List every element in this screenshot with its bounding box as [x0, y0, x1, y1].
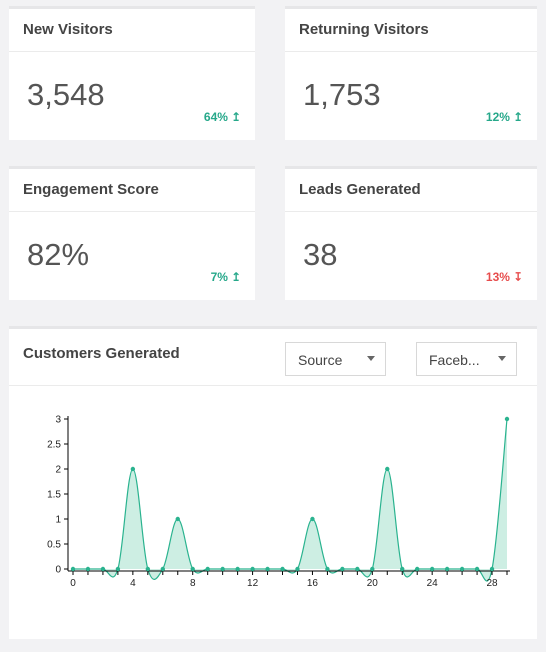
- data-point: [280, 566, 285, 572]
- data-point: [310, 516, 315, 522]
- data-point: [295, 566, 300, 572]
- source-select-value: Source: [298, 352, 343, 368]
- data-point: [400, 566, 405, 572]
- data-point: [415, 566, 420, 572]
- card-title: Leads Generated: [285, 169, 537, 212]
- change-value: 13%: [485, 270, 510, 284]
- caret-down-icon: [498, 356, 506, 361]
- data-point: [115, 566, 121, 572]
- x-tick-label: 28: [486, 578, 498, 589]
- card-value: 82%: [27, 237, 90, 272]
- data-point: [340, 566, 345, 572]
- arrow-up-icon: ↥: [512, 110, 523, 124]
- card-change: 7% ↥: [211, 270, 241, 284]
- data-point: [235, 566, 240, 572]
- card-value: 38: [303, 237, 338, 272]
- x-tick-label: 0: [70, 578, 76, 589]
- data-point: [190, 566, 195, 572]
- change-value: 7%: [210, 270, 228, 284]
- arrow-up-icon: ↥: [230, 270, 241, 284]
- source-select[interactable]: Source: [285, 342, 386, 376]
- arrow-up-icon: ↥: [230, 110, 241, 124]
- y-tick-label: 0: [55, 565, 61, 576]
- kpi-card-engagement-score: Engagement Score 82% 7% ↥: [9, 166, 255, 300]
- data-point: [504, 416, 510, 422]
- channel-select[interactable]: Faceb...: [416, 342, 517, 376]
- data-point: [459, 566, 465, 572]
- data-point: [385, 466, 390, 472]
- x-tick-label: 16: [307, 578, 319, 589]
- data-point: [160, 566, 165, 572]
- data-point: [250, 566, 255, 572]
- data-point: [325, 566, 330, 572]
- channel-select-value: Faceb...: [429, 352, 480, 368]
- card-change: 64% ↥: [204, 110, 241, 124]
- data-point: [265, 566, 270, 572]
- panel-header: Customers Generated: [9, 329, 537, 386]
- series-line: [73, 418, 508, 582]
- y-tick-label: 1.5: [47, 490, 61, 501]
- data-point: [145, 566, 151, 572]
- change-value: 64%: [203, 110, 228, 124]
- data-point: [175, 516, 180, 522]
- card-change: 12% ↥: [486, 110, 523, 124]
- panel-title: Customers Generated: [23, 345, 180, 362]
- data-point: [355, 566, 360, 572]
- data-point: [100, 566, 106, 572]
- y-tick-label: 0.5: [47, 540, 61, 551]
- kpi-card-leads-generated: Leads Generated 38 13% ↧: [285, 166, 537, 300]
- data-point: [370, 566, 375, 572]
- x-tick-label: 24: [427, 578, 439, 589]
- y-tick-label: 1: [55, 515, 61, 526]
- data-point: [489, 566, 495, 572]
- arrow-down-icon: ↧: [512, 270, 523, 284]
- customers-generated-panel: Customers Generated: [9, 326, 537, 639]
- card-title: New Visitors: [9, 9, 255, 52]
- data-point: [70, 566, 76, 572]
- card-title: Engagement Score: [9, 169, 255, 212]
- data-point: [130, 466, 136, 472]
- data-point: [474, 566, 480, 572]
- card-value: 1,753: [303, 77, 381, 112]
- x-tick-label: 12: [247, 578, 259, 589]
- x-tick-label: 20: [367, 578, 379, 589]
- card-title: Returning Visitors: [285, 9, 537, 52]
- x-tick-label: 8: [190, 578, 196, 589]
- x-tick-label: 4: [130, 578, 136, 589]
- data-point: [205, 566, 210, 572]
- y-tick-label: 2.5: [47, 440, 61, 451]
- change-value: 12%: [485, 110, 510, 124]
- y-tick-label: 2: [55, 465, 61, 476]
- y-tick-label: 3: [55, 415, 61, 426]
- data-point: [429, 566, 435, 572]
- caret-down-icon: [367, 356, 375, 361]
- card-change: 13% ↧: [486, 270, 523, 284]
- card-value: 3,548: [27, 77, 105, 112]
- data-point: [85, 566, 91, 572]
- kpi-card-new-visitors: New Visitors 3,548 64% ↥: [9, 6, 255, 140]
- series-area: [73, 419, 507, 581]
- kpi-card-returning-visitors: Returning Visitors 1,753 12% ↥: [285, 6, 537, 140]
- data-point: [444, 566, 450, 572]
- data-point: [220, 566, 225, 572]
